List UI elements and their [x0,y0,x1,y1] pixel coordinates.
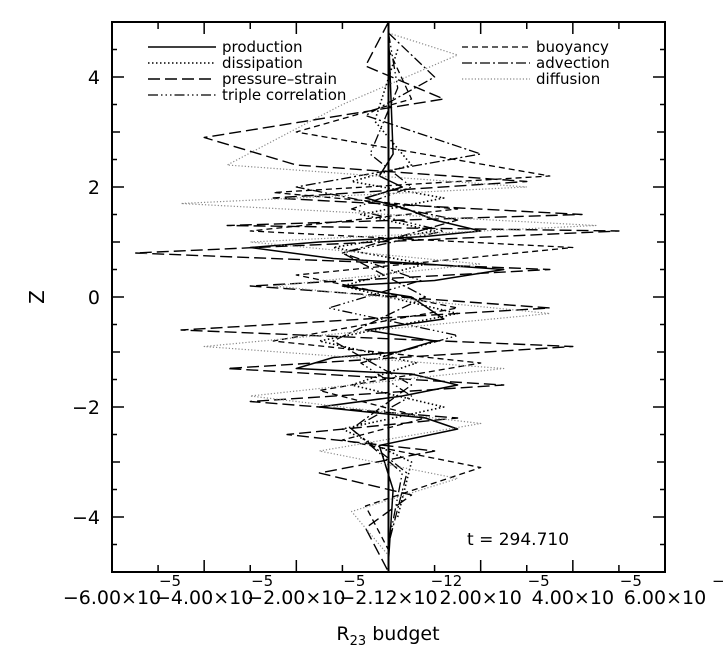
x-tick-exponent: −5 [620,572,642,590]
legend-label: buoyancy [536,38,609,56]
x-tick-label: 6.00×10 [624,587,706,609]
y-tick-label: 2 [88,177,100,199]
time-annotation: t = 294.710 [467,530,569,550]
x-tick-exponent: −5 [251,572,273,590]
series-pressure-strain [134,21,620,573]
legend-label: production [222,38,303,56]
legend-label: dissipation [222,54,303,72]
x-tick-exponent: −5 [343,572,365,590]
x-tick-label: −6.00×10 [63,587,161,609]
legend-label: pressure–strain [222,70,337,88]
y-tick-label: −4 [72,507,100,529]
y-tick-label: 4 [88,67,100,89]
series-triple-correlation [327,32,459,545]
legend-label: advection [536,54,610,72]
legend: productiondissipationpressure–straintrip… [148,38,610,104]
x-tick-exponent: −12 [431,572,463,590]
series-dissipation [318,49,459,518]
legend-label: diffusion [536,70,600,88]
series-buoyancy [249,49,574,551]
x-tick-exponent: −5 [712,572,723,590]
legend-label: triple correlation [222,86,346,104]
x-axis-label: R23 budget [336,623,439,649]
x-tick-exponent: −5 [159,572,181,590]
y-axis-label: Z [25,290,49,304]
ticks-layer: −6.00×10−5−4.00×10−5−2.00×10−5−2.12×10−1… [63,21,723,609]
x-axis-label-main: R [336,623,349,645]
x-axis-label-suffix: budget [366,623,439,645]
x-tick-label: 4.00×10 [532,587,614,609]
x-tick-label: −4.00×10 [155,587,253,609]
x-tick-exponent: −5 [528,572,550,590]
series-production [249,32,505,562]
series-layer [134,21,620,573]
y-tick-label: 0 [88,287,100,309]
x-axis-label-sub: 23 [350,634,367,649]
y-tick-label: −2 [72,397,100,419]
x-tick-label: −2.12×10 [339,587,437,609]
x-tick-label: 2.00×10 [439,587,521,609]
x-tick-label: −2.00×10 [247,587,345,609]
